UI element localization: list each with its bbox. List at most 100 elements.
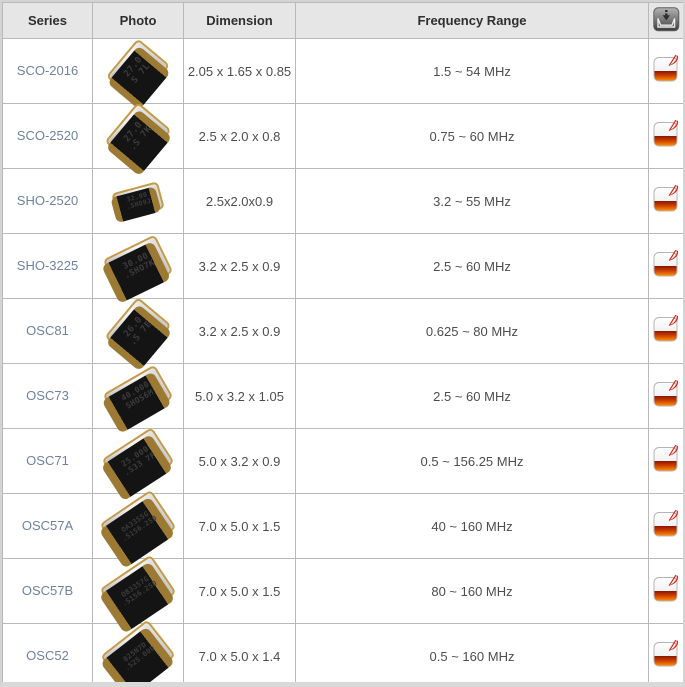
pdf-download-button[interactable] bbox=[653, 639, 679, 668]
frequency-cell: 80 ~ 160 MHz bbox=[295, 558, 649, 624]
series-link[interactable]: OSC81 bbox=[26, 323, 69, 338]
product-photo: 27.0 .S 7K bbox=[93, 101, 183, 171]
dimension-cell: 3.2 x 2.5 x 0.9 bbox=[183, 233, 296, 299]
frequency-cell: 0.75 ~ 60 MHz bbox=[295, 103, 649, 169]
oscillator-chip-image: 26.0 .S 7E bbox=[104, 296, 172, 366]
series-cell: OSC57A bbox=[2, 493, 93, 559]
col-header-photo: Photo bbox=[92, 2, 184, 39]
oscillator-chip-image: 27.0 .S 7K bbox=[104, 101, 172, 171]
series-link[interactable]: OSC57B bbox=[21, 583, 74, 598]
dimension-cell: 7.0 x 5.0 x 1.5 bbox=[183, 558, 296, 624]
pdf-icon bbox=[653, 314, 679, 342]
product-photo: OA33S5G .S156.250 bbox=[93, 489, 183, 563]
photo-cell: 30.00 .SHO7K bbox=[92, 233, 184, 299]
table-row: SCO-2520 27.0 .S 7K 2.5 x 2.0 x 0.8 0.75 … bbox=[2, 101, 683, 171]
col-header-series: Series bbox=[2, 2, 93, 39]
pdf-icon bbox=[653, 119, 679, 147]
table-row: OSC81 26.0 .S 7E 3.2 x 2.5 x 0.9 0.625 ~ … bbox=[2, 296, 683, 366]
series-cell: OSC71 bbox=[2, 428, 93, 494]
pdf-download-button[interactable] bbox=[653, 574, 679, 603]
pdf-cell bbox=[648, 103, 683, 169]
dimension-cell: 2.5x2.0x0.9 bbox=[183, 168, 296, 234]
pdf-download-button[interactable] bbox=[653, 314, 679, 343]
photo-cell: 27.0 .S 7K bbox=[92, 101, 184, 171]
frequency-cell: 0.5 ~ 156.25 MHz bbox=[295, 428, 649, 494]
pdf-icon bbox=[653, 184, 679, 212]
pdf-download-button[interactable] bbox=[653, 54, 679, 83]
pdf-cell bbox=[648, 363, 683, 429]
product-photo: 30.00 .SHO7K bbox=[93, 234, 183, 298]
pdf-icon bbox=[653, 379, 679, 407]
series-cell: SHO-3225 bbox=[2, 233, 93, 299]
dimension-cell: 5.0 x 3.2 x 1.05 bbox=[183, 363, 296, 429]
download-tray-icon bbox=[652, 6, 680, 32]
series-cell: SHO-2520 bbox=[2, 168, 93, 234]
oscillator-chip-image: OB33S7G .S156.250 bbox=[99, 554, 177, 628]
photo-cell: OA33S5G .S156.250 bbox=[92, 489, 184, 563]
product-photo: 32.00 .SHO9J bbox=[93, 169, 183, 233]
pdf-cell bbox=[648, 233, 683, 299]
header-row: Series Photo Dimension Frequency Range bbox=[2, 2, 683, 39]
oscillator-chip-image: 025N7D .S25.000 bbox=[100, 619, 176, 682]
pdf-icon bbox=[653, 509, 679, 537]
oscillator-chip-image: 30.00 .SHO7K bbox=[102, 234, 174, 298]
pdf-download-button[interactable] bbox=[653, 509, 679, 538]
pdf-icon bbox=[653, 54, 679, 82]
pdf-cell bbox=[648, 298, 683, 364]
series-link[interactable]: SHO-2520 bbox=[16, 193, 79, 208]
pdf-cell bbox=[648, 38, 683, 104]
pdf-download-button[interactable] bbox=[653, 119, 679, 148]
photo-cell: OB33S7G .S156.250 bbox=[92, 554, 184, 628]
pdf-download-button[interactable] bbox=[653, 444, 679, 473]
oscillator-chip-image: 27.0 S 7L bbox=[105, 38, 171, 104]
frequency-cell: 2.5 ~ 60 MHz bbox=[295, 233, 649, 299]
table-row: SHO-2520 32.00 .SHO9J 2.5x2.0x0.9 3.2 ~ 5… bbox=[2, 168, 683, 234]
dimension-cell: 5.0 x 3.2 x 0.9 bbox=[183, 428, 296, 494]
dimension-cell: 2.05 x 1.65 x 0.85 bbox=[183, 38, 296, 104]
dimension-cell: 3.2 x 2.5 x 0.9 bbox=[183, 298, 296, 364]
photo-cell: 32.00 .SHO9J bbox=[92, 168, 184, 234]
series-link[interactable]: OSC52 bbox=[26, 648, 69, 663]
col-header-download bbox=[648, 2, 683, 39]
pdf-cell bbox=[648, 428, 683, 494]
product-photo: 27.0 S 7L bbox=[93, 38, 183, 104]
series-link[interactable]: SCO-2520 bbox=[16, 128, 79, 143]
pdf-cell bbox=[648, 168, 683, 234]
oscillator-chip-image: 40.000 SHOS6M bbox=[102, 364, 174, 428]
dimension-cell: 7.0 x 5.0 x 1.5 bbox=[183, 493, 296, 559]
frequency-cell: 0.5 ~ 160 MHz bbox=[295, 623, 649, 682]
col-header-dimension: Dimension bbox=[183, 2, 296, 39]
series-link[interactable]: SHO-3225 bbox=[16, 258, 79, 273]
series-cell: SCO-2016 bbox=[2, 38, 93, 104]
pdf-cell bbox=[648, 558, 683, 624]
pdf-icon bbox=[653, 444, 679, 472]
frequency-cell: 0.625 ~ 80 MHz bbox=[295, 298, 649, 364]
frequency-cell: 3.2 ~ 55 MHz bbox=[295, 168, 649, 234]
series-link[interactable]: OSC73 bbox=[26, 388, 69, 403]
photo-cell: 26.0 .S 7E bbox=[92, 296, 184, 366]
table-row: SHO-3225 30.00 .SHO7K 3.2 x 2.5 x 0.9 2.5… bbox=[2, 233, 683, 299]
series-cell: SCO-2520 bbox=[2, 103, 93, 169]
series-link[interactable]: OSC71 bbox=[26, 453, 69, 468]
product-photo: 25.000 .S33 7F bbox=[93, 427, 183, 495]
pdf-download-button[interactable] bbox=[653, 184, 679, 213]
oscillator-chip-image: 25.000 .S33 7F bbox=[101, 427, 175, 495]
series-link[interactable]: OSC57A bbox=[21, 518, 74, 533]
pdf-icon bbox=[653, 249, 679, 277]
photo-cell: 27.0 S 7L bbox=[92, 38, 184, 104]
download-all-button[interactable] bbox=[652, 6, 680, 32]
series-cell: OSC81 bbox=[2, 298, 93, 364]
frequency-cell: 1.5 ~ 54 MHz bbox=[295, 38, 649, 104]
pdf-download-button[interactable] bbox=[653, 379, 679, 408]
pdf-cell bbox=[648, 493, 683, 559]
series-link[interactable]: SCO-2016 bbox=[16, 63, 79, 78]
frequency-cell: 2.5 ~ 60 MHz bbox=[295, 363, 649, 429]
oscillator-chip-image: OA33S5G .S156.250 bbox=[99, 489, 177, 563]
photo-cell: 25.000 .S33 7F bbox=[92, 427, 184, 495]
col-header-frequency-range: Frequency Range bbox=[295, 2, 649, 39]
pdf-download-button[interactable] bbox=[653, 249, 679, 278]
product-photo: 025N7D .S25.000 bbox=[93, 619, 183, 682]
series-cell: OSC57B bbox=[2, 558, 93, 624]
